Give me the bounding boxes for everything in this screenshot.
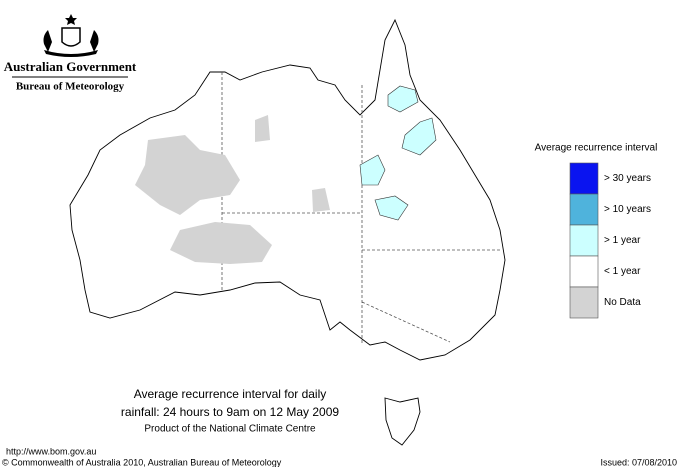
state-borders [221, 72, 500, 345]
legend-swatch [569, 255, 599, 288]
legend-swatch [569, 193, 599, 226]
recurrence-1-year-areas [359, 85, 437, 221]
caption-credit: Product of the National Climate Centre [144, 424, 316, 435]
tasmania-outline [384, 397, 421, 446]
footer-copyright: © Commonwealth of Australia 2010, Austra… [2, 457, 282, 467]
footer-url: http://www.bom.gov.au [6, 446, 96, 456]
bureau-name: Bureau of Meteorology [16, 81, 125, 93]
map [69, 18, 506, 446]
legend-label: > 1 year [604, 235, 641, 246]
legend: > 30 years > 10 years > 1 year < 1 year No D… [569, 162, 651, 319]
legend-swatch [569, 162, 599, 195]
legend-label: < 1 year [604, 266, 641, 277]
legend-label: > 10 years [604, 204, 651, 215]
legend-label: > 30 years [604, 173, 651, 184]
caption-line: Average recurrence interval for daily [134, 387, 327, 401]
legend-swatch [569, 224, 599, 257]
legend-title: Average recurrence interval [535, 143, 658, 154]
no-data-areas [135, 115, 330, 264]
government-name: Australian Government [4, 59, 137, 74]
legend-label: No Data [604, 297, 641, 308]
footer-issued: Issued: 07/08/2010 [600, 457, 677, 467]
coat-of-arms [43, 14, 99, 57]
legend-swatch [569, 286, 599, 319]
caption-line: rainfall: 24 hours to 9am on 12 May 2009 [121, 405, 339, 419]
